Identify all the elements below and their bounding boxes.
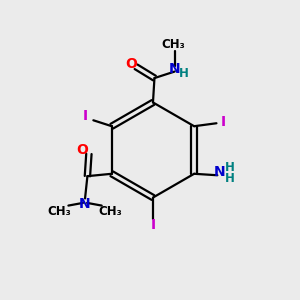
Text: O: O: [126, 57, 137, 71]
Text: N: N: [79, 197, 91, 211]
Text: N: N: [169, 62, 181, 76]
Text: CH₃: CH₃: [99, 205, 122, 218]
Text: CH₃: CH₃: [161, 38, 185, 51]
Text: H: H: [225, 172, 235, 185]
Text: I: I: [220, 115, 226, 129]
Text: H: H: [179, 67, 189, 80]
Text: N: N: [214, 165, 226, 179]
Text: O: O: [76, 143, 88, 157]
Text: I: I: [82, 109, 88, 123]
Text: I: I: [150, 218, 155, 233]
Text: H: H: [225, 161, 235, 174]
Text: CH₃: CH₃: [48, 205, 71, 218]
